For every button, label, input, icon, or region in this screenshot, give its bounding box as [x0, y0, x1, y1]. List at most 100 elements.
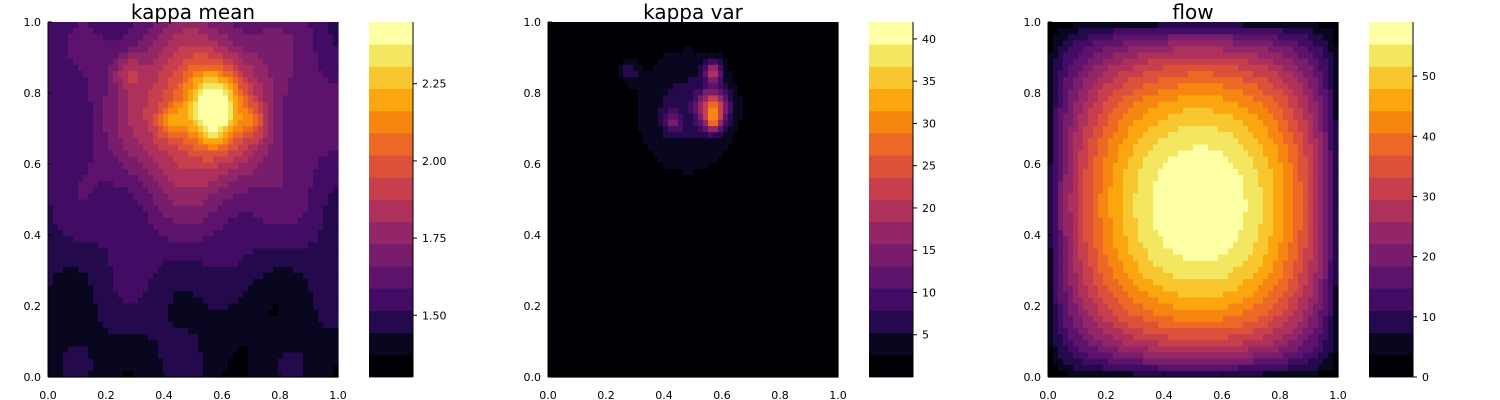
heatmap-cell: [628, 279, 634, 286]
heatmap-cell: [298, 236, 304, 243]
heatmap-cell: [548, 266, 554, 274]
heatmap-cell: [323, 46, 329, 54]
heatmap-cell: [328, 291, 334, 299]
heatmap-cell: [648, 58, 654, 66]
heatmap-cell: [133, 370, 139, 378]
heatmap-cell: [578, 328, 584, 335]
heatmap-cell: [253, 40, 259, 48]
heatmap-cell: [593, 279, 599, 286]
heatmap-cell: [178, 223, 184, 231]
heatmap-cell: [168, 132, 174, 139]
heatmap-cell: [313, 309, 319, 317]
heatmap-cell: [53, 175, 59, 182]
heatmap-cell: [293, 28, 299, 35]
heatmap-cell: [598, 113, 604, 121]
heatmap-cell: [273, 126, 279, 133]
heatmap-cell: [623, 364, 629, 372]
heatmap-cell: [683, 70, 689, 78]
heatmap-cell: [333, 303, 339, 311]
heatmap-cell: [223, 144, 229, 152]
heatmap-cell: [138, 132, 144, 139]
heatmap-cell: [678, 28, 684, 35]
heatmap-cell: [333, 34, 339, 41]
heatmap-cell: [218, 272, 224, 280]
heatmap-cell: [623, 46, 629, 54]
heatmap-cell: [168, 223, 174, 231]
heatmap-cell: [133, 113, 139, 121]
heatmap-cell: [333, 193, 339, 201]
heatmap-cell: [653, 193, 659, 201]
heatmap-cell: [118, 34, 124, 41]
heatmap-cell: [88, 156, 94, 164]
heatmap-cell: [298, 334, 304, 341]
heatmap-cell: [188, 346, 194, 354]
heatmap-cell: [68, 150, 74, 158]
heatmap-cell: [558, 230, 564, 237]
heatmap-cell: [203, 187, 209, 194]
heatmap-cell: [138, 346, 144, 354]
heatmap-cell: [578, 46, 584, 54]
heatmap-cell: [223, 107, 229, 115]
heatmap-cell: [58, 181, 64, 188]
heatmap-cell: [608, 230, 614, 237]
heatmap-cell: [133, 358, 139, 366]
heatmap-cell: [123, 83, 129, 90]
heatmap-cell: [223, 285, 229, 292]
heatmap-cell: [103, 230, 109, 237]
heatmap-cell: [643, 297, 649, 305]
heatmap-cell: [573, 236, 579, 243]
heatmap-cell: [328, 193, 334, 201]
heatmap-cell: [313, 83, 319, 90]
heatmap-cell: [58, 303, 64, 311]
heatmap-cell: [93, 150, 99, 158]
heatmap-cell: [613, 119, 619, 127]
heatmap-cell: [158, 28, 164, 35]
heatmap-cell: [608, 340, 614, 347]
heatmap-cell: [238, 34, 244, 41]
heatmap-cell: [138, 303, 144, 311]
heatmap-cell: [273, 272, 279, 280]
heatmap-cell: [143, 254, 149, 262]
heatmap-cell: [668, 162, 674, 170]
heatmap-cell: [148, 138, 154, 146]
heatmap-cell: [673, 248, 679, 256]
heatmap-cell: [228, 150, 234, 158]
heatmap-cell: [283, 40, 289, 48]
heatmap-cell: [618, 309, 624, 317]
heatmap-cell: [328, 303, 334, 311]
heatmap-cell: [278, 89, 284, 97]
heatmap-cell: [113, 370, 119, 378]
heatmap-cell: [133, 266, 139, 274]
heatmap-cell: [93, 162, 99, 170]
heatmap-cell: [298, 150, 304, 158]
heatmap-cell: [163, 321, 169, 329]
heatmap-cell: [153, 150, 159, 158]
heatmap-cell: [273, 260, 279, 268]
heatmap-cell: [613, 346, 619, 354]
heatmap-cell: [313, 370, 319, 378]
heatmap-cell: [633, 132, 639, 139]
heatmap-cell: [158, 22, 164, 29]
heatmap-cell: [598, 297, 604, 305]
heatmap-cell: [48, 83, 54, 90]
heatmap-cell: [123, 138, 129, 146]
heatmap-cell: [603, 28, 609, 35]
heatmap-cell: [578, 217, 584, 225]
heatmap-cell: [203, 254, 209, 262]
heatmap-cell: [263, 370, 269, 378]
heatmap-cell: [203, 346, 209, 354]
heatmap-cell: [638, 236, 644, 243]
heatmap-cell: [88, 346, 94, 354]
heatmap-cell: [293, 107, 299, 115]
heatmap-cell: [243, 181, 249, 188]
heatmap-cell: [613, 334, 619, 341]
heatmap-cell: [598, 370, 604, 378]
heatmap-cell: [48, 309, 54, 317]
heatmap-cell: [568, 89, 574, 97]
heatmap-cell: [638, 285, 644, 292]
heatmap-cell: [253, 254, 259, 262]
heatmap-cell: [128, 303, 134, 311]
heatmap-cell: [48, 364, 54, 372]
heatmap-cell: [148, 52, 154, 60]
heatmap-cell: [83, 138, 89, 146]
